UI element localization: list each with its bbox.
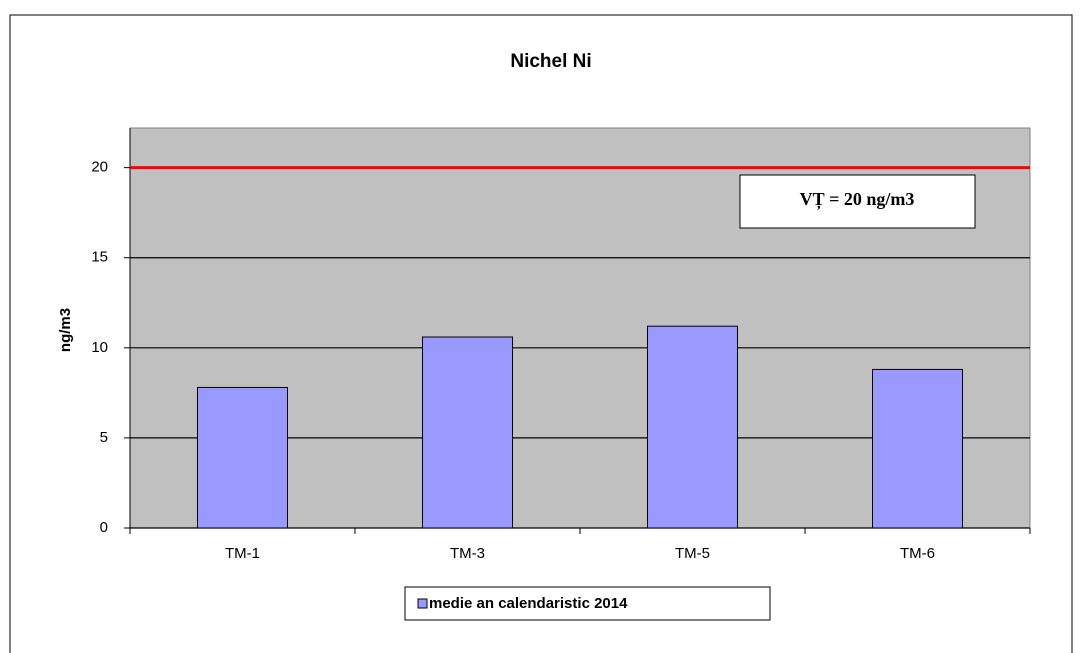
legend-box bbox=[404, 586, 771, 621]
annotation-box bbox=[739, 174, 976, 229]
x-tick-label: TM-5 bbox=[675, 545, 710, 562]
y-tick-label: 10 bbox=[91, 339, 108, 356]
bar bbox=[872, 368, 963, 529]
bar bbox=[647, 325, 738, 529]
y-tick-label: 5 bbox=[100, 429, 108, 446]
bar bbox=[422, 336, 513, 529]
bar bbox=[197, 386, 288, 529]
y-tick-label: 0 bbox=[100, 519, 108, 536]
x-tick-label: TM-1 bbox=[225, 545, 260, 562]
y-axis-label: ng/m3 bbox=[57, 308, 74, 352]
x-tick-label: TM-3 bbox=[450, 545, 485, 562]
y-tick-label: 15 bbox=[91, 249, 108, 266]
x-tick-label: TM-6 bbox=[900, 545, 935, 562]
y-tick-label: 20 bbox=[91, 159, 108, 176]
annotation: VȚ = 20 ng/m3 bbox=[800, 189, 915, 210]
legend-swatch bbox=[417, 598, 428, 609]
chart-title: Nichel Ni bbox=[510, 51, 591, 72]
legend-label: medie an calendaristic 2014 bbox=[429, 595, 628, 612]
